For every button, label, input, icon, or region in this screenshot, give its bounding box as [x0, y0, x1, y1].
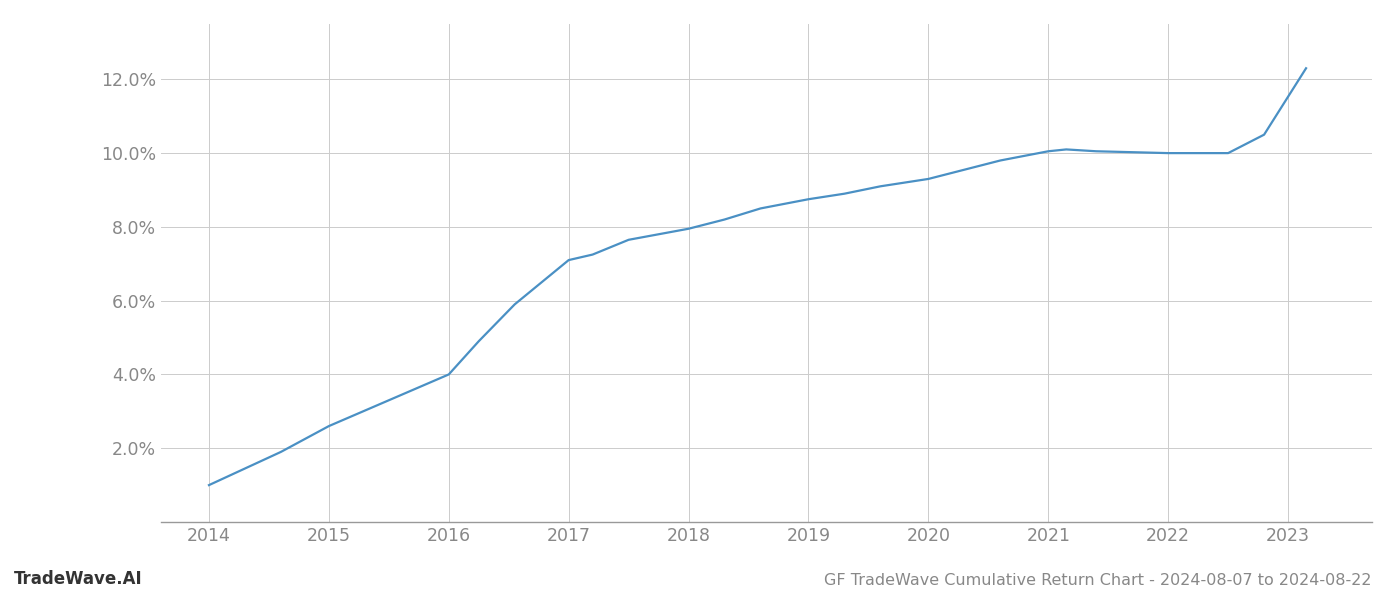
- Text: TradeWave.AI: TradeWave.AI: [14, 570, 143, 588]
- Text: GF TradeWave Cumulative Return Chart - 2024-08-07 to 2024-08-22: GF TradeWave Cumulative Return Chart - 2…: [825, 573, 1372, 588]
